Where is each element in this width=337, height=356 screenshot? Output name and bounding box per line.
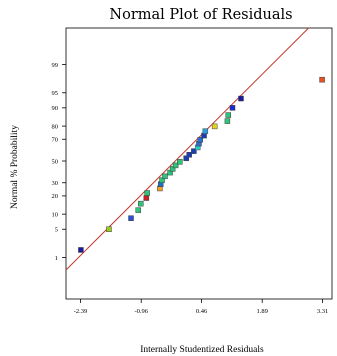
y-tick-label: 70	[52, 137, 59, 144]
y-tick-label: 1	[55, 255, 58, 262]
data-point	[106, 226, 112, 232]
data-point	[138, 200, 144, 207]
data-point	[319, 76, 325, 83]
data-point	[177, 159, 183, 165]
data-point	[197, 136, 203, 143]
chart-title: Normal Plot of Residuals	[109, 7, 292, 23]
x-tick-label: -0.96	[134, 308, 148, 315]
fit-line	[65, 27, 309, 271]
data-point	[159, 177, 165, 183]
x-axis-label: Internally Studentized Residuals	[140, 345, 264, 355]
data-point	[128, 215, 134, 221]
plot-frame	[65, 27, 333, 300]
data-point	[225, 112, 231, 118]
y-axis-label: Normal % Probability	[10, 125, 20, 209]
data-points	[78, 76, 325, 253]
y-tick-label: 5	[55, 227, 58, 234]
y-tick-label: 30	[52, 180, 59, 187]
data-point	[162, 173, 168, 180]
y-tick-label: 10	[52, 211, 59, 218]
data-point	[78, 247, 84, 253]
plot-area	[65, 27, 333, 300]
data-point	[144, 190, 150, 196]
data-point	[238, 95, 244, 102]
data-point	[183, 155, 189, 162]
fit-line-segment	[65, 27, 309, 271]
data-point	[191, 148, 197, 154]
y-axis: 1 5 10 20 30 50 70 80 90 95 99	[52, 62, 66, 262]
data-point	[202, 128, 209, 134]
x-tick-label: 3.31	[317, 308, 328, 315]
data-point	[169, 166, 176, 172]
data-point	[172, 162, 179, 169]
x-tick-label: 1.89	[257, 308, 268, 315]
data-point	[143, 195, 150, 201]
x-tick-label: -2.39	[74, 308, 88, 315]
y-tick-label: 90	[52, 105, 59, 112]
data-point	[211, 123, 218, 130]
y-tick-label: 99	[52, 62, 59, 69]
data-point	[135, 207, 141, 213]
y-tick-label: 80	[52, 123, 59, 130]
data-point	[229, 105, 236, 111]
x-tick-label: 0.46	[196, 308, 208, 315]
x-axis: -2.39 -0.96 0.46 1.89 3.31	[74, 299, 328, 315]
y-tick-label: 20	[52, 193, 59, 200]
y-tick-label: 50	[52, 158, 59, 165]
data-point	[224, 118, 231, 124]
data-point	[186, 151, 192, 158]
y-tick-label: 95	[52, 90, 59, 97]
